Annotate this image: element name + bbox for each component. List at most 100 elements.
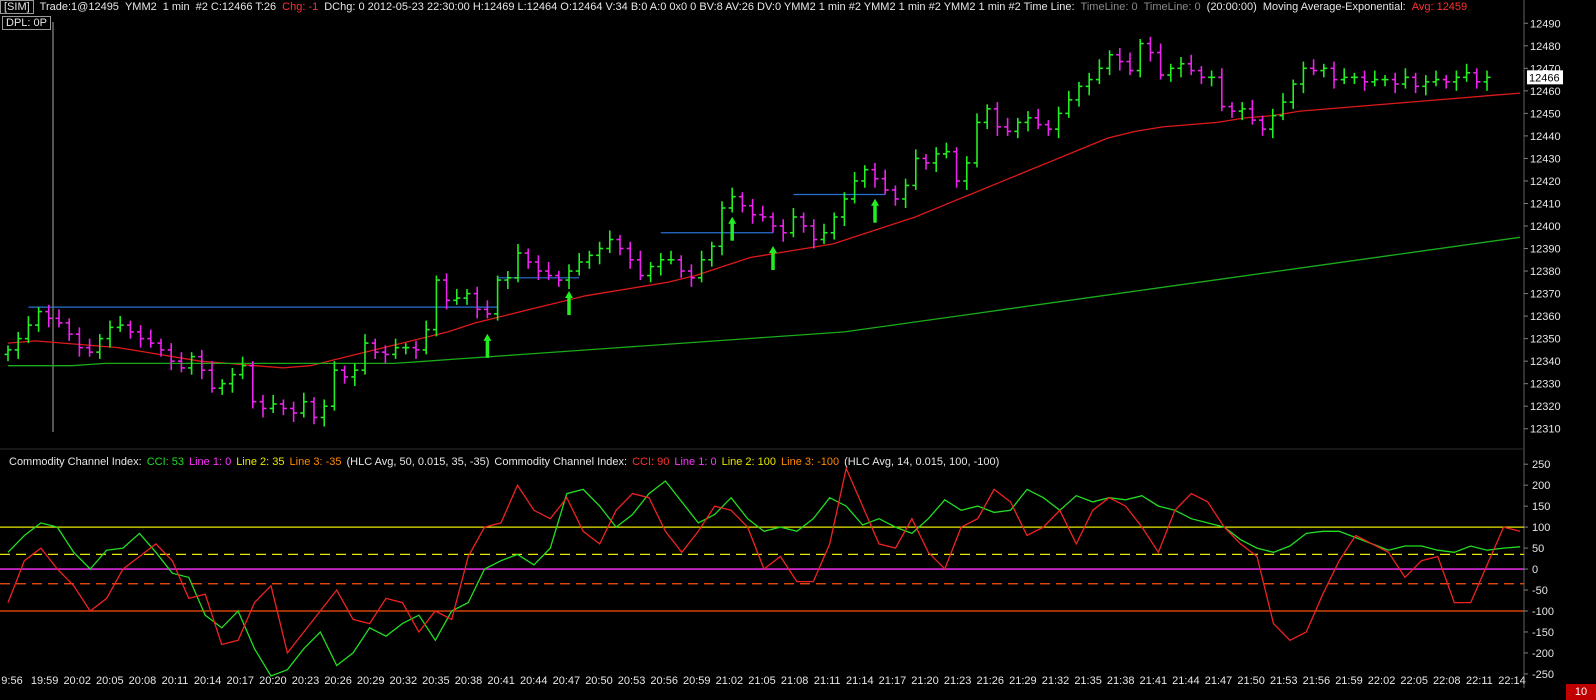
ohlc-bar (422, 320, 430, 355)
time-label: 20:50 (585, 675, 613, 687)
ohlc-bar (983, 104, 991, 130)
time-label: 21:17 (879, 675, 907, 687)
time-label: 21:11 (814, 675, 841, 687)
chart-header: [SIM] Trade:1@12495 YMM2 1 min #2 C:12466 T:… (0, 0, 1473, 15)
ohlc-bar (96, 334, 104, 359)
time-label: 21:44 (1172, 675, 1200, 687)
price-tick-label: 12480 (1530, 41, 1561, 53)
price-tick-label: 12340 (1530, 356, 1561, 368)
buy-arrow-icon (483, 333, 492, 358)
time-label: 20:26 (324, 675, 352, 687)
time-label: 20:02 (63, 675, 91, 687)
ohlc-bar (687, 264, 695, 287)
cci-lines (7, 466, 1521, 677)
time-label: 20:05 (96, 675, 124, 687)
ohlc-bar (1034, 108, 1042, 130)
chart-frame (0, 0, 1525, 688)
corner-badge[interactable]: 10 (1566, 684, 1596, 700)
ohlc-bar (738, 192, 746, 213)
ohlc-bar (269, 394, 277, 413)
ohlc-bar (1228, 102, 1236, 118)
time-label: 20:47 (553, 675, 581, 687)
ohlc-bar (341, 365, 349, 384)
ohlc-bar (922, 153, 930, 170)
ohlc-bar (585, 250, 593, 269)
time-label: 20:08 (129, 675, 157, 687)
ohlc-bar (677, 255, 685, 278)
ohlc-bar (1371, 70, 1379, 87)
time-label: 22:02 (1368, 675, 1396, 687)
time-label: 21:56 (1303, 675, 1331, 687)
ohlc-bar (708, 241, 716, 267)
time-axis: 9:56 19:59 20:02 20:05 20:08 20:11 20:14 20:17 2… (1, 675, 1525, 687)
ohlc-bar (1187, 54, 1195, 76)
ohlc-bar (1320, 63, 1328, 78)
time-label: 20:35 (422, 675, 450, 687)
ohlc-bar (912, 149, 920, 190)
ohlc-bar (616, 235, 624, 256)
ohlc-bar (1442, 75, 1450, 89)
ohlc-bar (769, 212, 777, 233)
timeline-1: TimeLine: 0 (1080, 1, 1138, 13)
ohlc-bar (810, 219, 818, 249)
cci-tick-label: 250 (1532, 459, 1550, 471)
ohlc-bar (1004, 117, 1012, 136)
ohlc-bar (1197, 66, 1205, 85)
ohlc-bar (14, 331, 22, 359)
cci2-line2: Line 2: 100 (721, 456, 777, 468)
cci2-line3: Line 3: -100 (781, 456, 840, 468)
ohlc-bar (1126, 52, 1134, 76)
buy-arrow-icon (769, 246, 777, 270)
change-value: Chg: -1 (282, 1, 319, 13)
ohlc-bar (290, 401, 298, 422)
time-label: 21:20 (911, 675, 939, 687)
ohlc-bar (412, 340, 420, 359)
price-tick-label: 12490 (1530, 18, 1561, 30)
ohlc-bar (514, 244, 522, 283)
cci2-params: (HLC Avg, 14, 0.015, 100, -100) (844, 456, 1000, 468)
time-label: 20:59 (683, 675, 711, 687)
time-label: 21:08 (781, 675, 809, 687)
ohlc-bar (555, 271, 563, 287)
ema-red-line (7, 92, 1521, 369)
ohlc-bar (1177, 57, 1185, 78)
time-label: 21:14 (846, 675, 874, 687)
time-label: 21:41 (1140, 675, 1168, 687)
ohlc-bar (1391, 72, 1399, 94)
time-label: 21:29 (1009, 675, 1037, 687)
price-tick-label: 12440 (1530, 131, 1561, 143)
time-label: 20:32 (390, 675, 418, 687)
time-label: 21:47 (1205, 675, 1233, 687)
buy-arrow-head (769, 246, 777, 253)
ohlc-bar (534, 255, 542, 281)
ohlc-bar (1279, 93, 1287, 121)
ohlc-bar (718, 201, 726, 256)
sim-badge[interactable]: [SIM] (0, 0, 34, 14)
cci-tick-label: 150 (1532, 501, 1550, 513)
ohlc-bar (657, 253, 665, 276)
dpl-badge[interactable]: DPL: 0P (2, 16, 51, 30)
cci-tick-label: -50 (1532, 585, 1548, 597)
ohlc-bar (1350, 72, 1358, 85)
ma-label: Moving Average-Exponential: (1262, 1, 1406, 13)
ma-value: Avg: 12459 (1411, 1, 1468, 13)
ohlc-bar (453, 289, 461, 305)
buy-arrow-head (728, 216, 737, 224)
ohlc-bar (167, 343, 175, 371)
ohlc-bar (524, 248, 532, 269)
ohlc-bar (1412, 72, 1420, 94)
time-label: 21:50 (1237, 675, 1265, 687)
price-tick-label: 12360 (1530, 311, 1561, 323)
ohlc-bar (147, 329, 155, 348)
ohlc-bar (483, 300, 491, 319)
time-label: 22:11 (1466, 675, 1493, 687)
cci-tick-label: 50 (1532, 543, 1544, 555)
ohlc-bar (218, 379, 226, 395)
ohlc-bar (402, 343, 410, 355)
cci1-line1: Line 1: 0 (188, 456, 232, 468)
ohlc-bar (1167, 63, 1175, 82)
ohlc-bar (198, 349, 206, 380)
ohlc-bar (351, 363, 359, 386)
ohlc-bar (871, 162, 879, 188)
